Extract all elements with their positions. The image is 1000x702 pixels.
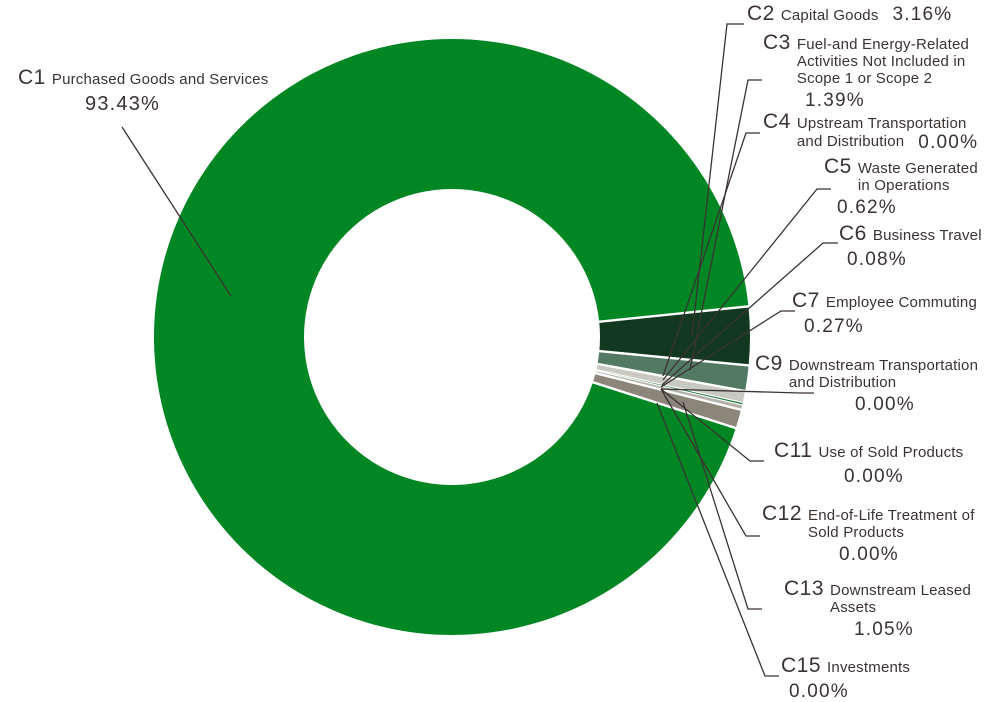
- leader-line-C9: [660, 388, 814, 394]
- category-name-line: Use of Sold Products: [818, 444, 964, 461]
- leader-line-C7: [660, 310, 795, 388]
- slice-C5: [596, 363, 746, 403]
- slice-separator: [592, 371, 745, 412]
- category-percent: 0.08%: [847, 249, 907, 270]
- category-name: Capital Goods: [781, 7, 879, 24]
- category-label-C6: C6 Business Travel 0.08%: [839, 222, 982, 271]
- category-name-line: Investments: [827, 659, 911, 676]
- category-name-line: Downstream Leased: [830, 582, 972, 599]
- category-name-line: Activities Not Included in: [796, 53, 966, 70]
- category-percent: 0.62%: [837, 197, 897, 218]
- category-code: C15: [781, 654, 822, 677]
- category-code: C9: [755, 352, 783, 375]
- category-label-C15: C15 Investments 0.00%: [781, 654, 910, 702]
- leader-line-C12: [660, 388, 760, 537]
- category-name: Purchased Goods and Services: [52, 71, 269, 88]
- category-name-line: End-of-Life Treatment of: [808, 507, 975, 524]
- category-code: C4: [763, 110, 791, 133]
- category-name-line: Purchased Goods and Services: [51, 71, 269, 88]
- category-name-line: Business Travel: [872, 227, 982, 244]
- category-name: Waste Generated in Operations: [858, 160, 978, 194]
- category-percent: 3.16%: [892, 4, 953, 25]
- category-name-line: Employee Commuting: [825, 294, 978, 311]
- category-name: Upstream Transportation and Distribution 0…: [796, 115, 979, 153]
- category-code: C1: [18, 66, 46, 89]
- category-name-line: Fuel-and Energy-Related: [796, 36, 970, 53]
- leader-line-C5: [662, 188, 831, 381]
- category-code: C2: [747, 2, 775, 25]
- category-code: C13: [784, 577, 825, 600]
- category-label-C3: C3 Fuel-and Energy-Related Activities Not …: [763, 31, 969, 112]
- category-code: C3: [763, 31, 791, 54]
- slice-separator: [593, 369, 746, 407]
- category-code: C12: [762, 502, 803, 525]
- category-name: Use of Sold Products: [818, 444, 963, 461]
- category-label-C12: C12 End-of-Life Treatment of Sold Products…: [762, 502, 975, 566]
- category-label-C5: C5 Waste Generated in Operations 0.62%: [824, 155, 978, 219]
- category-name-line: Capital Goods: [780, 7, 879, 24]
- category-percent: 0.00%: [918, 132, 979, 153]
- category-name-line: and Distribution 0.00%: [796, 132, 979, 153]
- category-name: Fuel-and Energy-Related Activities Not In…: [797, 36, 969, 87]
- category-name: End-of-Life Treatment of Sold Products: [808, 507, 975, 541]
- category-name-line: Upstream Transportation: [796, 115, 967, 132]
- leader-line-C15: [656, 402, 779, 677]
- leader-line-C2: [691, 23, 744, 337]
- category-name-line: Downstream Transportation: [788, 357, 979, 374]
- slice-separator: [596, 304, 752, 324]
- slice-C3: [597, 351, 749, 392]
- slice-separator: [596, 349, 752, 367]
- category-name-line: Waste Generated: [857, 160, 978, 177]
- category-label-C2: C2 Capital Goods 3.16%: [747, 2, 952, 26]
- slice-C13: [592, 373, 741, 429]
- category-name: Downstream Leased Assets: [830, 582, 971, 616]
- category-name-line: Scope 1 or Scope 2: [796, 70, 933, 87]
- category-percent: 0.00%: [844, 466, 904, 487]
- category-percent: 0.00%: [855, 394, 915, 415]
- category-percent: 1.05%: [854, 619, 914, 640]
- category-label-C9: C9 Downstream Transportation and Distribut…: [755, 352, 978, 416]
- category-name-line: in Operations: [857, 177, 950, 194]
- category-label-C13: C13 Downstream Leased Assets 1.05%: [784, 577, 971, 641]
- category-name-line: and Distribution: [788, 374, 897, 391]
- slice-separator: [589, 380, 739, 431]
- category-percent: 0.00%: [839, 544, 899, 565]
- category-name: Business Travel: [873, 227, 982, 244]
- slice-C1: [153, 39, 749, 635]
- category-name: Investments: [827, 659, 910, 676]
- category-percent: 0.00%: [789, 681, 849, 702]
- category-name: Downstream Transportation and Distributio…: [789, 357, 978, 391]
- category-label-C11: C11 Use of Sold Products 0.00%: [774, 439, 963, 488]
- leader-line-C1: [121, 126, 232, 297]
- slice-separator: [593, 368, 746, 404]
- category-code: C7: [792, 289, 820, 312]
- category-name: Employee Commuting: [826, 294, 977, 311]
- slice-C2: [599, 306, 750, 366]
- category-percent: 93.43%: [85, 93, 161, 115]
- category-percent: 1.39%: [805, 90, 865, 111]
- category-name-line: Assets: [830, 599, 877, 616]
- leader-line-C13: [682, 401, 762, 610]
- category-code: C11: [774, 439, 813, 462]
- leader-line-C6: [661, 242, 838, 386]
- category-percent: 0.27%: [804, 316, 864, 337]
- category-code: C5: [824, 155, 852, 178]
- category-name-line: Sold Products: [808, 524, 905, 541]
- leader-line-C11: [660, 388, 764, 462]
- category-code: C6: [839, 222, 867, 245]
- category-label-C1: C1 Purchased Goods and Services 93.43%: [18, 66, 268, 116]
- category-label-C7: C7 Employee Commuting 0.27%: [792, 289, 977, 338]
- leader-line-C4: [662, 132, 760, 377]
- leader-line-C3: [689, 79, 762, 371]
- category-label-C4: C4 Upstream Transportation and Distributio…: [763, 110, 979, 153]
